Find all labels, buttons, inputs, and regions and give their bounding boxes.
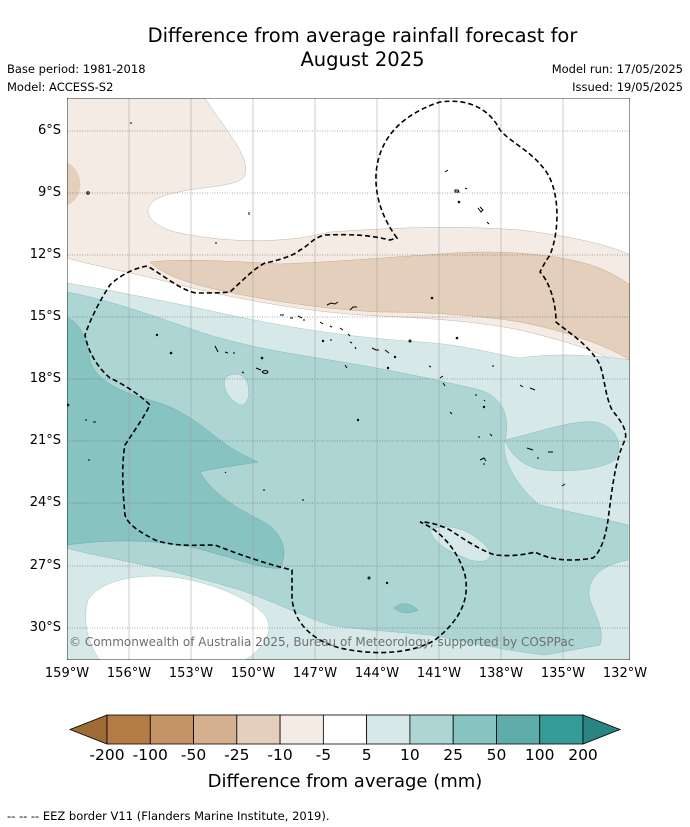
copyright-notice: © Commonwealth of Australia 2025, Bureau…: [69, 635, 575, 649]
colorbar-cell: [409, 714, 454, 745]
colorbar-extend-low: [68, 714, 108, 745]
colorbar-cell: [106, 714, 151, 745]
colorbar-cell: [193, 714, 238, 745]
colorbar-tick-label: 5: [361, 746, 372, 764]
colorbar-tick-label: -10: [267, 746, 293, 764]
colorbar-cell: [149, 714, 194, 745]
colorbar-tick-label: 200: [568, 746, 598, 764]
lat-label: 21°S: [29, 433, 61, 448]
colorbar-tick-label: 50: [486, 746, 507, 764]
colorbar-cell: [539, 714, 584, 745]
colorbar-tick-label: 10: [400, 746, 420, 764]
colorbar-cell: [366, 714, 411, 745]
lon-label: 132°W: [602, 666, 648, 681]
lon-gridlines: [128, 98, 564, 660]
colorbar-tick-label: -50: [180, 746, 207, 764]
colorbar-tick-label: -100: [132, 746, 168, 764]
lon-label: 147°W: [292, 666, 338, 681]
base-period: Base period: 1981-2018: [7, 62, 146, 76]
dry-region-mid: [149, 251, 630, 361]
colorbar-cell: [236, 714, 281, 745]
colorbar-tick-label: 100: [524, 746, 555, 764]
map-title: Difference from average rainfall forecas…: [95, 24, 630, 72]
title-line-2: August 2025: [300, 48, 425, 71]
islands: [67, 122, 566, 585]
lat-label: 9°S: [37, 185, 61, 200]
lon-label: 153°W: [168, 666, 214, 681]
lon-label: 144°W: [354, 666, 400, 681]
lat-label: 18°S: [29, 371, 61, 386]
lon-label: 141°W: [416, 666, 462, 681]
lon-label: 156°W: [106, 666, 152, 681]
lat-label: 30°S: [29, 620, 61, 635]
colorbar-tick-label: -200: [89, 746, 125, 764]
light-patch-2: [429, 526, 491, 562]
colorbar: [68, 714, 622, 745]
lon-label: 138°W: [478, 666, 524, 681]
eez-legend-note: -- -- -- EEZ border V11 (Flanders Marine…: [7, 809, 330, 823]
colorbar-cell: [452, 714, 497, 745]
colorbar-title: Difference from average (mm): [207, 771, 483, 792]
lat-label: 24°S: [29, 495, 61, 510]
lat-label: 15°S: [29, 309, 61, 324]
colorbar-extend-high: [582, 714, 622, 745]
colorbar-cell: [496, 714, 541, 745]
wet-region-east-patch: [504, 421, 620, 471]
colorbar-tick-label: 25: [443, 746, 464, 764]
issued-date: Issued: 19/05/2025: [572, 80, 683, 94]
light-patch-1: [224, 373, 249, 406]
lon-label: 159°W: [44, 666, 90, 681]
colorbar-tick-label: -25: [224, 746, 250, 764]
wet-region-small-patch: [393, 603, 419, 613]
wet-region-strong: [67, 317, 285, 569]
model-name: Model: ACCESS-S2: [7, 80, 114, 94]
wet-region-mid: [67, 291, 629, 656]
colorbar-cell: [279, 714, 324, 745]
lat-label: 6°S: [37, 123, 61, 138]
rainfall-map: [67, 98, 630, 660]
meta-left: Base period: 1981-2018 Model: ACCESS-S2: [7, 60, 146, 96]
lat-label: 27°S: [29, 558, 61, 573]
meta-right: Model run: 17/05/2025 Issued: 19/05/2025: [552, 60, 683, 96]
lon-label: 150°W: [230, 666, 276, 681]
model-run: Model run: 17/05/2025: [551, 62, 683, 76]
lat-label: 12°S: [29, 247, 61, 262]
colorbar-cell: [322, 714, 368, 745]
eez-border-cook-islands: [84, 100, 627, 654]
colorbar-tick-label: -5: [315, 746, 332, 764]
title-line-1: Difference from average rainfall forecas…: [147, 24, 578, 47]
neutral-region-southwest: [85, 575, 270, 660]
dry-region-west-spot: [67, 162, 81, 205]
lon-label: 135°W: [540, 666, 586, 681]
